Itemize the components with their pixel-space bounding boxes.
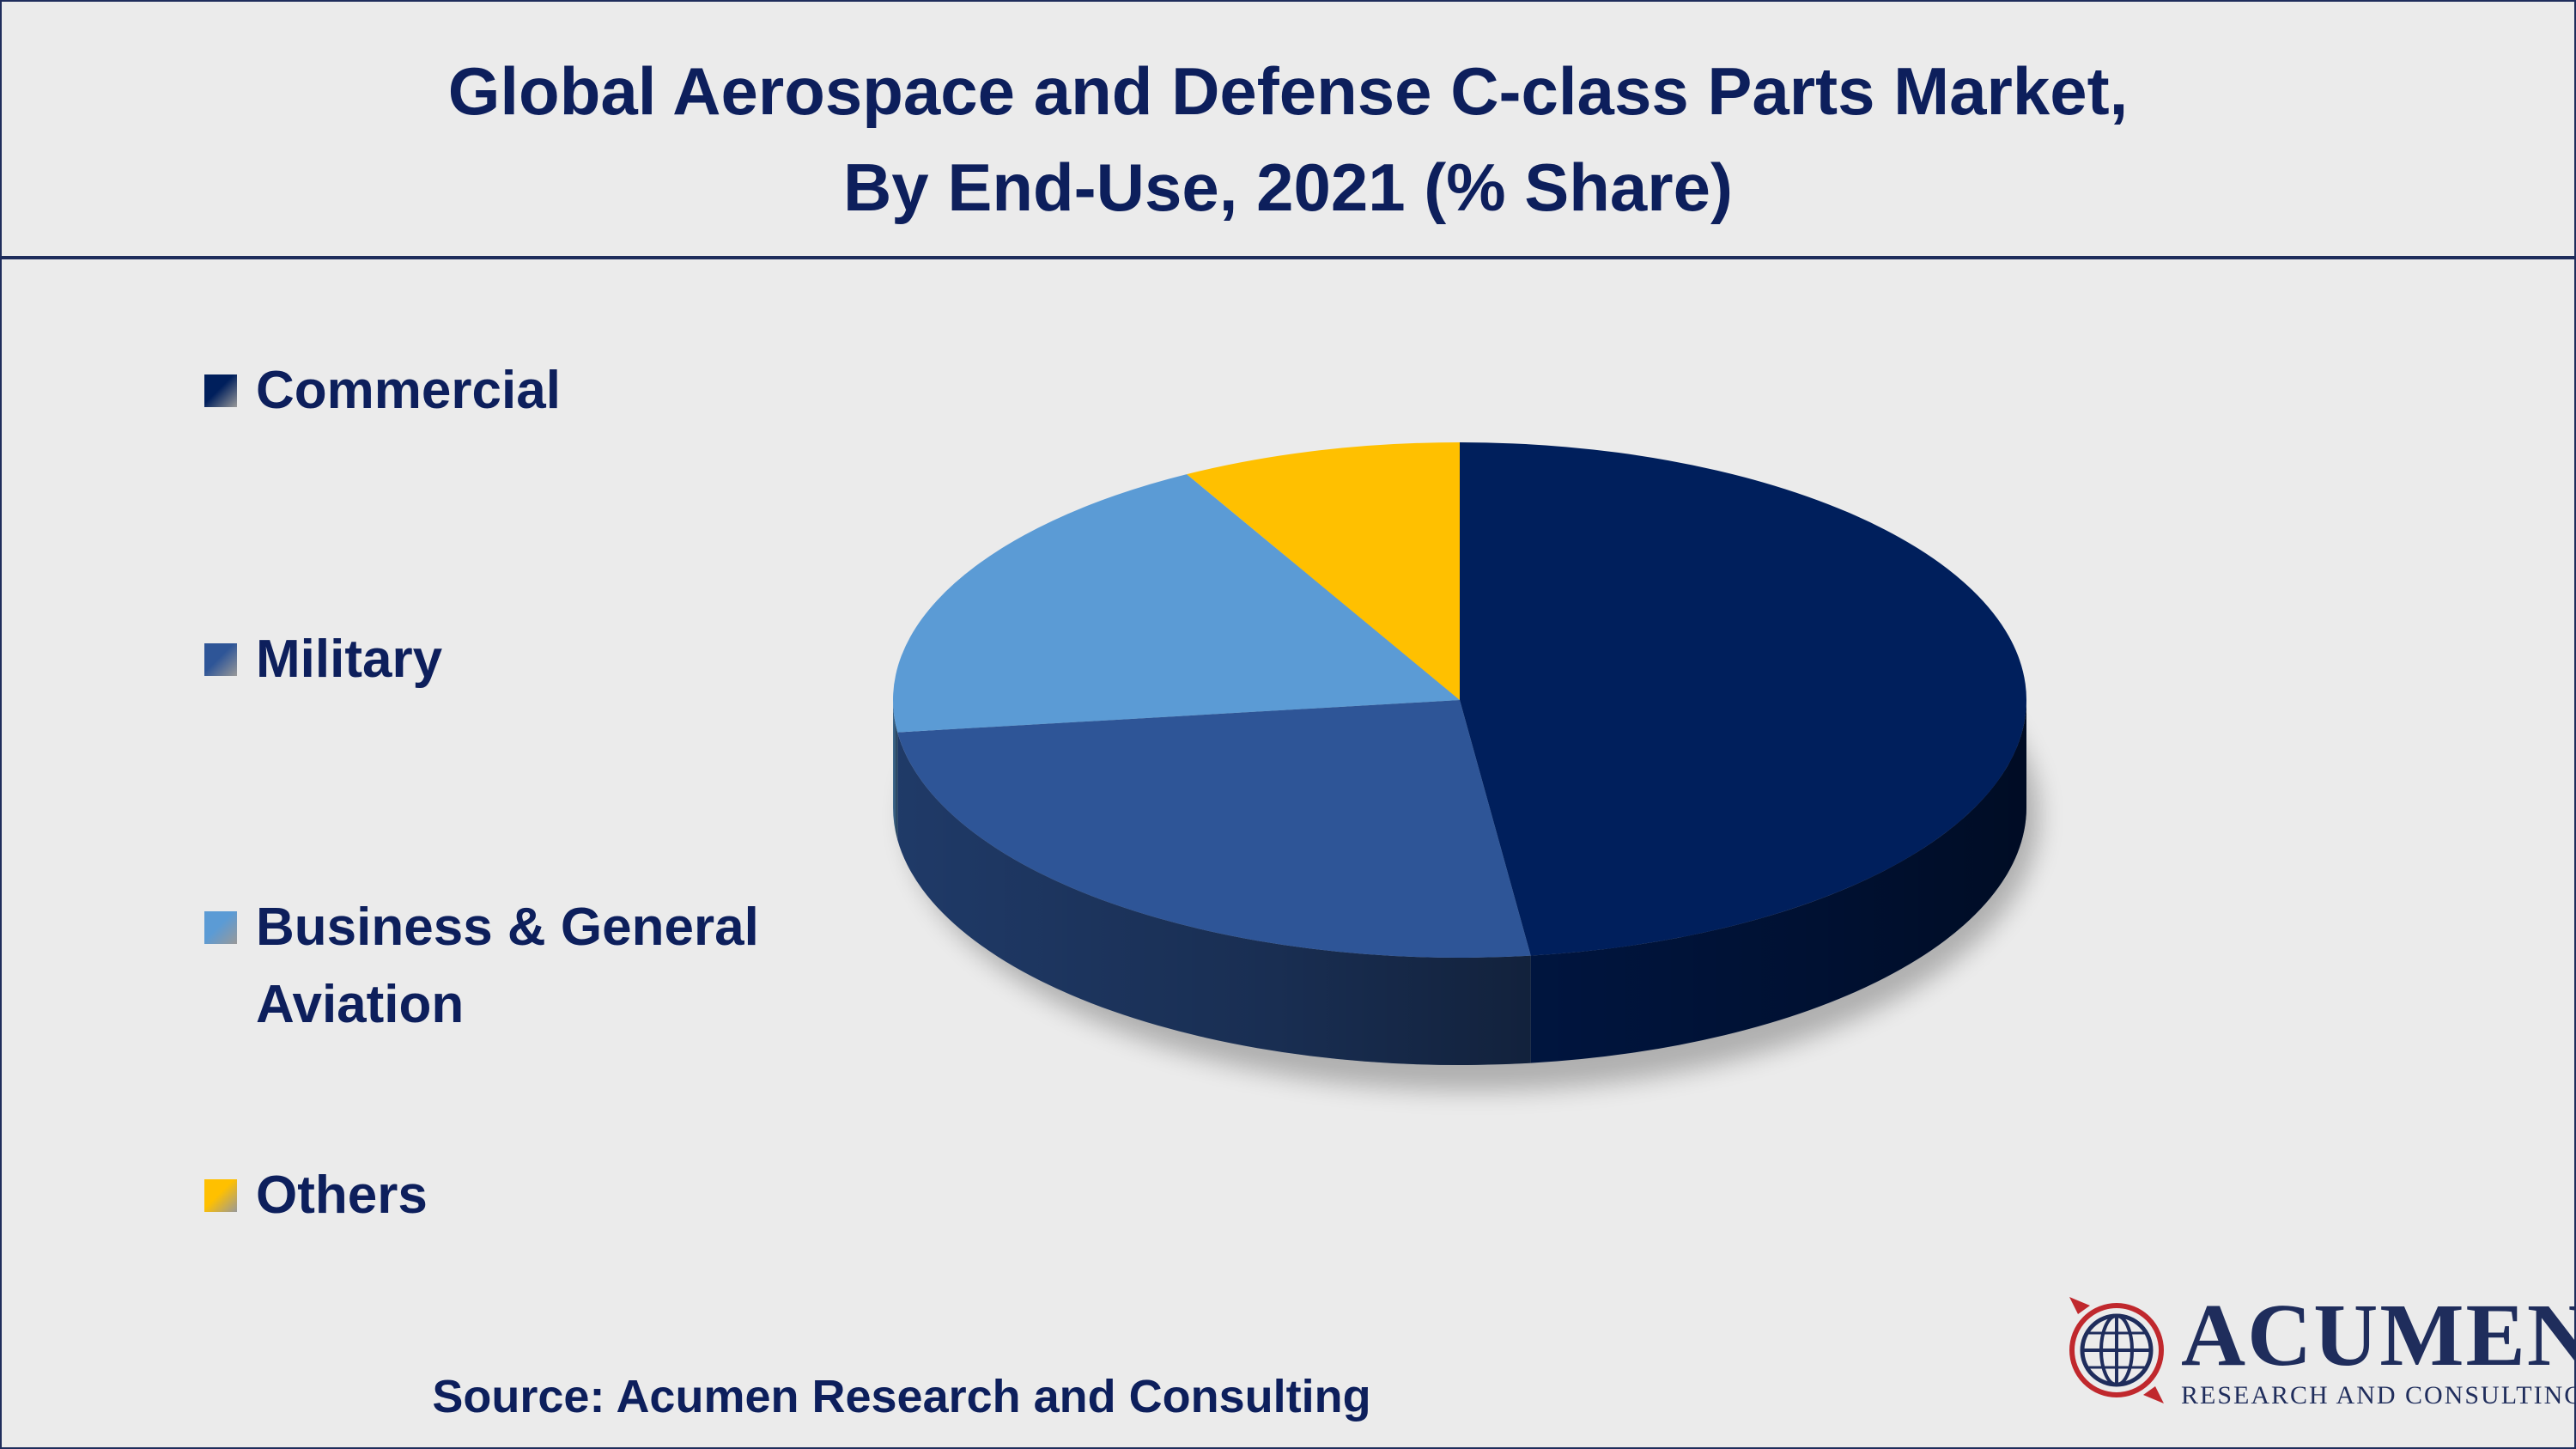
pie-slice-commercial — [1460, 442, 2027, 956]
legend-label-business-general-aviation-line-2: Aviation — [256, 975, 465, 1034]
legend-swatch-military — [204, 643, 237, 676]
legend-label-commercial: Commercial — [256, 361, 561, 420]
logo-subtitle: RESEARCH AND CONSULTING — [2181, 1381, 2576, 1409]
pie-slice-others — [1187, 442, 1460, 700]
logo-wordmark: ACUMEN — [2181, 1286, 2576, 1385]
chart-title-line-1: Global Aerospace and Defense C-class Par… — [447, 53, 2129, 129]
legend-swatch-others — [204, 1179, 237, 1212]
legend-label-others: Others — [256, 1166, 428, 1225]
legend-label-business-general-aviation-line-1: Business & General — [256, 898, 759, 957]
acumen-logo: ACUMEN RESEARCH AND CONSULTING — [2061, 1280, 2576, 1426]
legend-swatch-business-general-aviation — [204, 911, 237, 944]
chart-title: Global Aerospace and Defense C-class Par… — [0, 43, 2576, 235]
legend-label-military: Military — [256, 630, 443, 689]
pie-side-shade-military — [897, 732, 1531, 1065]
pie-side-shade-commercial — [1530, 700, 2026, 1063]
pie-sides — [893, 700, 2026, 1065]
pie-side-shade-business-general-aviation — [893, 700, 898, 840]
globe-icon — [2069, 1297, 2164, 1403]
chart-title-line-2: By End-Use, 2021 (% Share) — [842, 149, 1734, 225]
pie-slice-military — [897, 700, 1531, 958]
legend-swatch-commercial — [204, 374, 237, 407]
pie-slices — [893, 442, 2027, 958]
source-note: Source: Acumen Research and Consulting — [432, 1371, 1371, 1422]
title-divider — [0, 256, 2576, 259]
pie-slice-business-general-aviation — [893, 474, 1460, 733]
